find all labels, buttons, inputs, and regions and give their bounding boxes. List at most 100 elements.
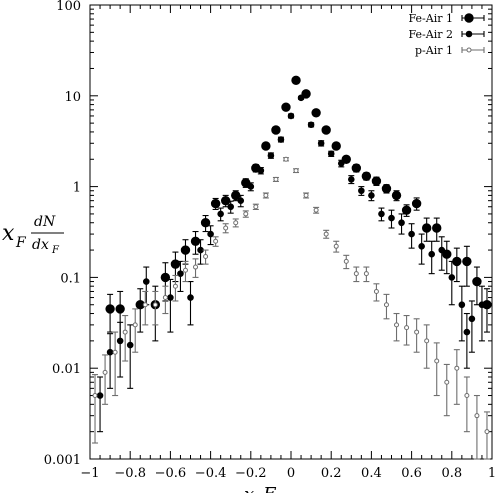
data-point	[122, 329, 128, 335]
data-point	[424, 338, 430, 344]
data-point	[438, 246, 446, 254]
data-point	[190, 236, 201, 246]
data-point	[297, 94, 305, 102]
data-point	[281, 102, 291, 112]
data-point	[172, 283, 178, 289]
y-axis-label-x-sub: F	[15, 235, 27, 251]
data-point	[408, 230, 415, 238]
data-point	[92, 393, 98, 399]
x-tick-label: 1	[488, 466, 496, 481]
data-point	[233, 220, 239, 226]
data-point	[237, 197, 245, 204]
data-point	[343, 258, 349, 264]
data-point	[464, 393, 470, 399]
data-point	[115, 304, 125, 314]
data-point	[217, 210, 224, 218]
data-point	[411, 198, 422, 209]
series-fe-air-1	[105, 75, 492, 342]
data-point	[253, 204, 259, 210]
data-point	[337, 160, 345, 167]
x-tick-label: 0.2	[321, 466, 342, 481]
legend-label-p-air-1: p-Air 1	[415, 44, 453, 57]
data-point	[223, 225, 229, 231]
data-point	[102, 369, 108, 375]
x-tick-label: 0.6	[401, 466, 422, 481]
data-point	[394, 322, 400, 328]
series-layer	[92, 75, 492, 460]
x-tick-label: −1	[80, 466, 99, 481]
x-tick-label: −0.8	[114, 466, 146, 481]
data-point	[323, 231, 329, 237]
data-point	[462, 256, 472, 267]
data-point	[220, 195, 231, 206]
y-tick-label: 1	[73, 181, 81, 196]
data-point	[371, 176, 382, 186]
data-point	[213, 238, 219, 244]
data-point	[317, 139, 325, 147]
x-tick-label: 0.8	[441, 466, 462, 481]
y-tick-label: 10	[64, 90, 81, 105]
data-point	[303, 192, 309, 198]
series-p-air-1	[92, 156, 490, 460]
data-point	[287, 112, 295, 120]
series-fe-air-2	[96, 94, 486, 433]
legend: Fe-Air 1 Fe-Air 2 p-Air 1	[409, 12, 485, 57]
data-point	[418, 243, 425, 250]
x-tick-label: 0	[287, 466, 295, 481]
x-tick-label: −0.6	[155, 466, 187, 481]
data-point	[182, 267, 188, 273]
y-tick-label: 0.1	[60, 271, 81, 286]
data-point	[203, 253, 209, 259]
data-point	[444, 379, 450, 385]
data-point	[484, 429, 490, 435]
data-point	[187, 294, 194, 301]
data-point	[378, 210, 385, 218]
y-axis-label: x F dN dx F	[2, 214, 64, 256]
legend-label-fe-air-1: Fe-Air 1	[409, 12, 453, 25]
data-point	[207, 230, 214, 238]
y-axis-label-denominator-sub: F	[51, 245, 60, 256]
data-point	[263, 192, 269, 198]
data-point	[112, 349, 118, 355]
data-point	[180, 245, 191, 255]
data-point	[474, 413, 480, 419]
plot-frame	[89, 4, 493, 460]
x-axis-label: x_F	[244, 484, 277, 493]
data-point	[361, 171, 372, 181]
data-point	[257, 167, 265, 174]
data-point	[333, 243, 339, 249]
data-point	[472, 276, 482, 287]
data-point	[478, 301, 486, 309]
data-point	[398, 219, 405, 227]
data-point	[142, 278, 150, 285]
data-point	[311, 108, 321, 118]
data-point	[363, 271, 369, 277]
data-point	[273, 176, 279, 182]
data-point	[271, 125, 281, 135]
data-point	[167, 294, 174, 301]
data-point	[267, 152, 275, 159]
data-point	[197, 246, 204, 254]
data-point	[434, 358, 440, 364]
data-point	[227, 203, 234, 211]
legend-label-fe-air-2: Fe-Air 2	[409, 28, 453, 41]
data-point	[432, 223, 442, 233]
data-point	[458, 301, 466, 309]
data-point	[106, 348, 114, 356]
data-point	[96, 392, 104, 399]
data-point	[454, 365, 460, 371]
data-point	[351, 163, 362, 173]
data-point	[126, 341, 134, 349]
x-tick-label: −0.4	[195, 466, 227, 481]
data-point	[247, 183, 255, 190]
data-point	[277, 136, 285, 143]
data-point	[307, 121, 315, 129]
data-point	[421, 223, 432, 233]
data-point	[177, 270, 184, 277]
data-point	[152, 302, 158, 308]
legend-marker	[464, 13, 474, 23]
data-point	[428, 250, 436, 258]
data-point	[404, 325, 410, 331]
data-point	[162, 295, 168, 301]
